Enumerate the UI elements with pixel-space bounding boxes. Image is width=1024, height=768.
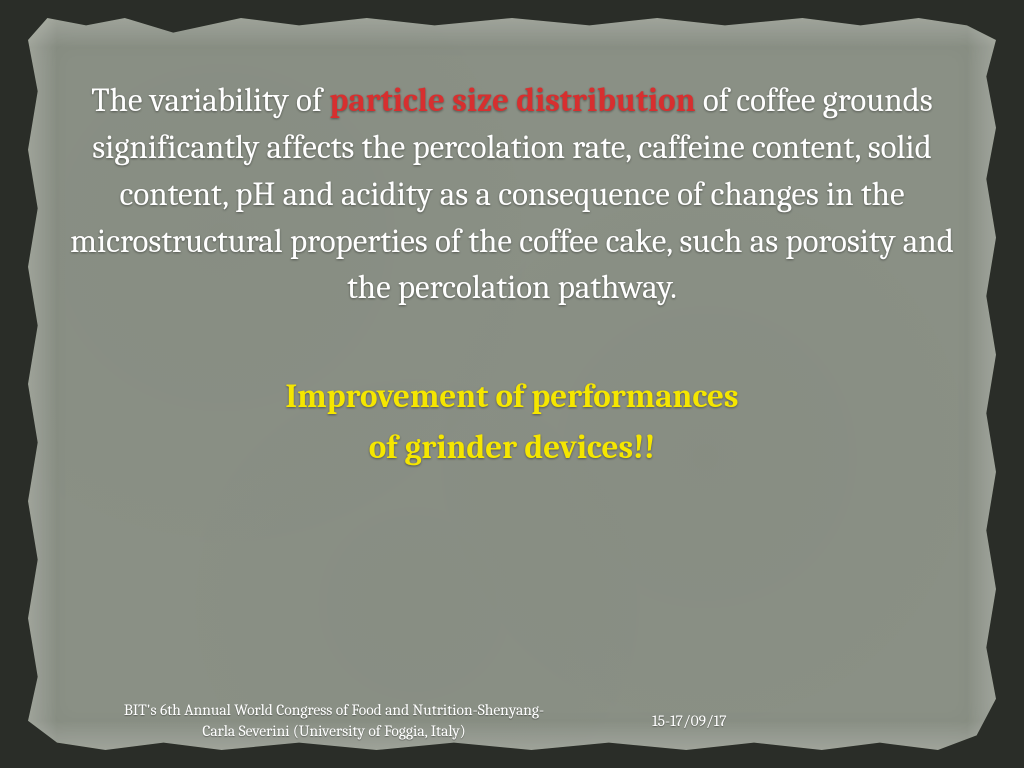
callout-line-1: Improvement of performances <box>70 372 954 423</box>
callout-line-2: of grinder devices!! <box>70 423 954 474</box>
footer-date: 15-17/09/17 <box>652 712 726 730</box>
callout-block: Improvement of performances of grinder d… <box>70 372 954 474</box>
footer-congress-line: BIT's 6th Annual World Congress of Food … <box>44 700 624 721</box>
slide-footer: BIT's 6th Annual World Congress of Food … <box>44 700 980 742</box>
highlight-particle-size: particle size distribution <box>329 82 695 120</box>
footer-left-block: BIT's 6th Annual World Congress of Food … <box>44 700 624 742</box>
main-lead-text: The variability of <box>91 82 329 120</box>
main-paragraph: The variability of particle size distrib… <box>70 78 954 312</box>
slide-content: The variability of particle size distrib… <box>70 78 954 728</box>
footer-author-line: Carla Severini (University of Foggia, It… <box>44 721 624 742</box>
